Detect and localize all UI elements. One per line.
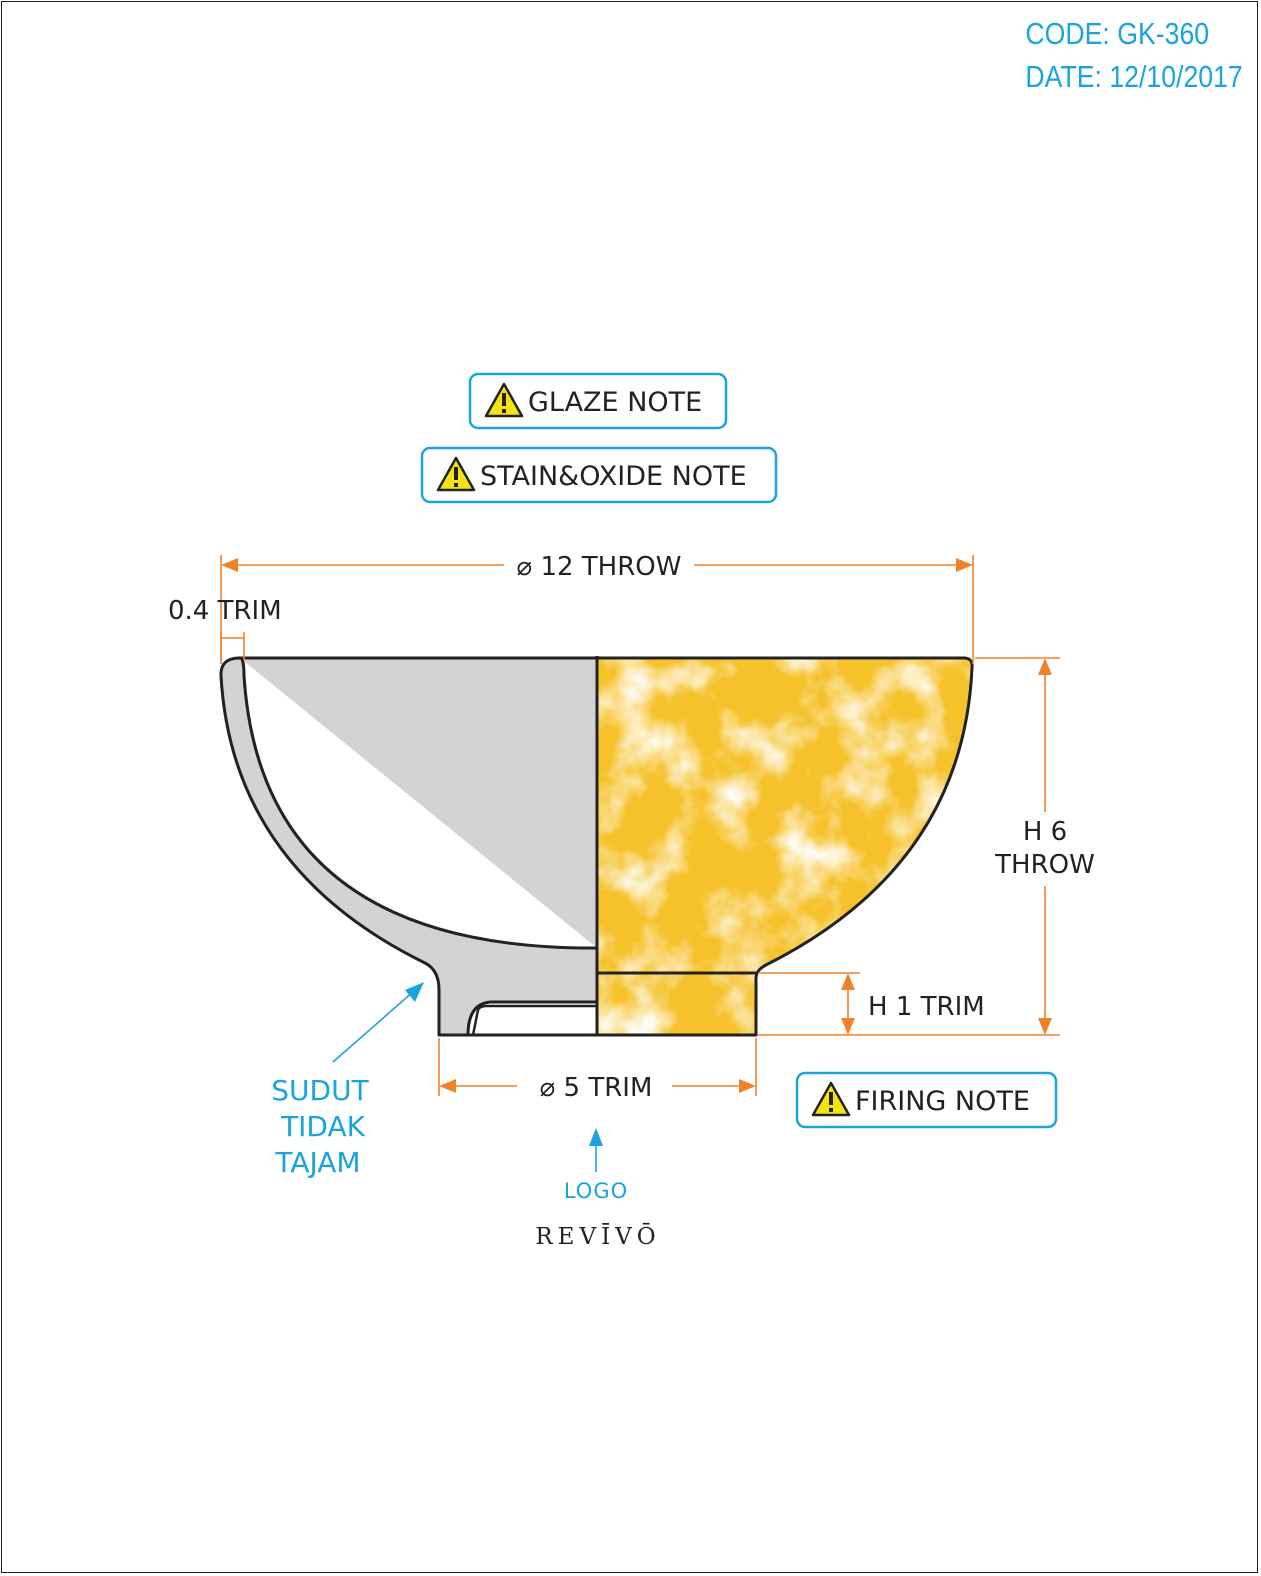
glaze-note-label: GLAZE NOTE [528,387,702,418]
dimension-foot-height [758,972,860,1035]
arrow-icon [739,1079,756,1093]
arrow-icon [1038,658,1052,675]
rim-trim-label: 0.4 TRIM [168,596,282,626]
arrow-icon [439,1079,456,1093]
title-block: CODE: GK-360 DATE: 12/10/2017 [1026,12,1243,98]
dimension-height [758,657,1060,1036]
drawing-date: DATE: 12/10/2017 [1025,59,1243,94]
height-label-line2: THROW [994,850,1095,880]
arrow-icon [405,982,424,1002]
bowl-glazed-exterior [597,656,974,1037]
foot-height-label: H 1 TRIM [868,992,985,1022]
brand-logo: REVĪVŌ [535,1223,660,1250]
arrow-icon [1038,1018,1052,1035]
diameter-foot-label: ⌀ 5 TRIM [540,1073,653,1103]
arrow-icon [841,1018,855,1035]
product-code: CODE: GK-360 [1025,16,1210,51]
firing-note-label: FIRING NOTE [855,1086,1030,1117]
corner-note-line1: SUDUT [271,1074,369,1107]
warning-icon [811,1081,851,1117]
corner-callout-arrow [332,982,424,1063]
warning-icon [484,382,524,418]
corner-note-line2: TIDAK [280,1110,366,1143]
warning-icon [436,456,476,492]
diameter-top-label: ⌀ 12 THROW [517,552,682,582]
stain-oxide-note-label: STAIN&OXIDE NOTE [480,461,747,492]
height-label-line1: H 6 [1023,817,1067,847]
bowl-cross-section [219,656,598,1037]
logo-label: LOGO [564,1179,628,1203]
dimension-diameter-foot [438,1038,757,1096]
arrow-icon [956,558,973,572]
arrow-icon [221,558,238,572]
firing-note-badge[interactable]: FIRING NOTE [795,1071,1058,1129]
stain-oxide-note-badge[interactable]: STAIN&OXIDE NOTE [420,446,778,504]
corner-note-line3: TAJAM [274,1146,360,1179]
logo-pointer-arrow [589,1128,603,1172]
dimension-rim-trim [220,632,245,660]
arrow-icon [841,973,855,990]
glaze-note-badge[interactable]: GLAZE NOTE [468,372,728,430]
arrow-icon [589,1128,603,1146]
